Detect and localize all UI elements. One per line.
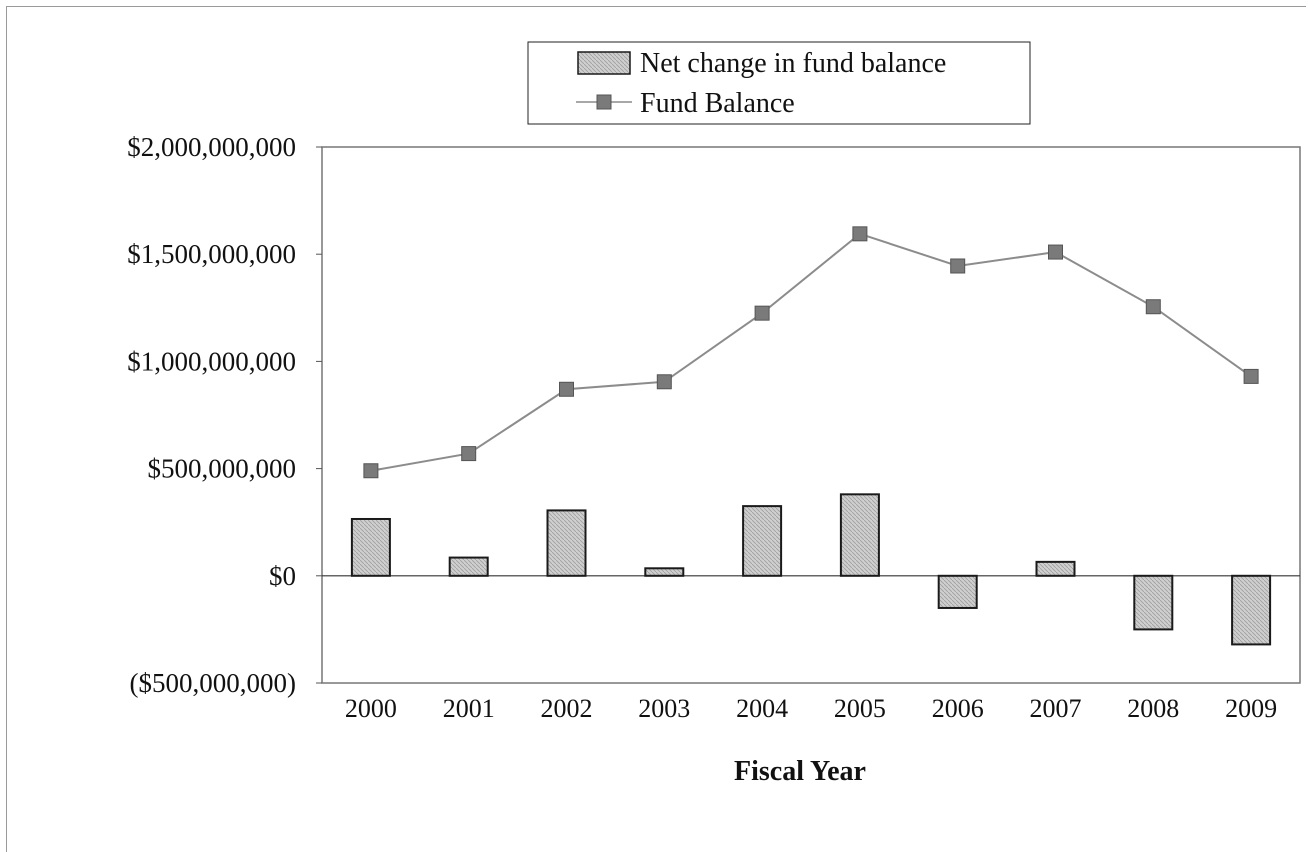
bar-net-change-2009 bbox=[1231, 574, 1272, 646]
x-tick-label: 2009 bbox=[1225, 694, 1277, 723]
x-tick-label: 2005 bbox=[834, 694, 886, 723]
fund-balance-point-2001 bbox=[461, 446, 477, 462]
chart-frame bbox=[6, 6, 1306, 852]
x-tick-label: 2007 bbox=[1030, 694, 1082, 723]
fund-balance-point-2002 bbox=[559, 381, 574, 397]
y-tick-label: $2,000,000,000 bbox=[127, 132, 296, 162]
bar-net-change-2002 bbox=[546, 509, 587, 577]
bar-net-change-2007 bbox=[1035, 560, 1076, 577]
x-axis-title: Fiscal Year bbox=[734, 756, 866, 787]
fund-balance-point-2007 bbox=[1048, 244, 1063, 260]
bar-net-change-2006 bbox=[937, 574, 978, 609]
y-tick-label: $1,000,000,000 bbox=[127, 346, 296, 376]
x-tick-label: 2001 bbox=[443, 694, 495, 723]
fund-balance-point-2008 bbox=[1145, 299, 1161, 315]
legend: Net change in fund balance Fund Balance bbox=[527, 41, 1031, 125]
fund-balance-line bbox=[370, 232, 1252, 472]
x-tick-label: 2002 bbox=[541, 694, 593, 723]
legend-bar-swatch bbox=[577, 51, 631, 75]
fund-balance-point-2006 bbox=[950, 258, 966, 274]
fund-balance-point-2000 bbox=[363, 463, 379, 479]
x-tick-label: 2006 bbox=[932, 694, 984, 723]
fund-balance-point-2009 bbox=[1243, 368, 1259, 384]
x-tick-label: 2003 bbox=[638, 694, 690, 723]
y-tick-label: $500,000,000 bbox=[148, 454, 297, 484]
y-tick-label: $0 bbox=[269, 561, 296, 591]
y-tick-label: $1,500,000,000 bbox=[127, 239, 296, 269]
fund-balance-point-2004 bbox=[754, 305, 770, 321]
bar-net-change-2000 bbox=[350, 517, 391, 577]
bar-net-change-2005 bbox=[839, 493, 880, 577]
y-tick-label: ($500,000,000) bbox=[130, 668, 296, 698]
fund-balance-point-2003 bbox=[656, 374, 672, 390]
x-tick-label: 2008 bbox=[1127, 694, 1179, 723]
bar-net-change-2001 bbox=[448, 556, 489, 577]
legend-label-fund-balance: Fund Balance bbox=[640, 88, 795, 119]
legend-label-net-change: Net change in fund balance bbox=[640, 48, 946, 79]
fund-balance-point-2005 bbox=[852, 226, 868, 242]
bar-net-change-2003 bbox=[644, 567, 685, 577]
bar-net-change-2004 bbox=[742, 505, 783, 577]
legend-line-marker bbox=[596, 94, 612, 110]
x-tick-label: 2004 bbox=[736, 694, 788, 723]
x-tick-label: 2000 bbox=[345, 694, 397, 723]
bar-net-change-2008 bbox=[1133, 574, 1174, 631]
